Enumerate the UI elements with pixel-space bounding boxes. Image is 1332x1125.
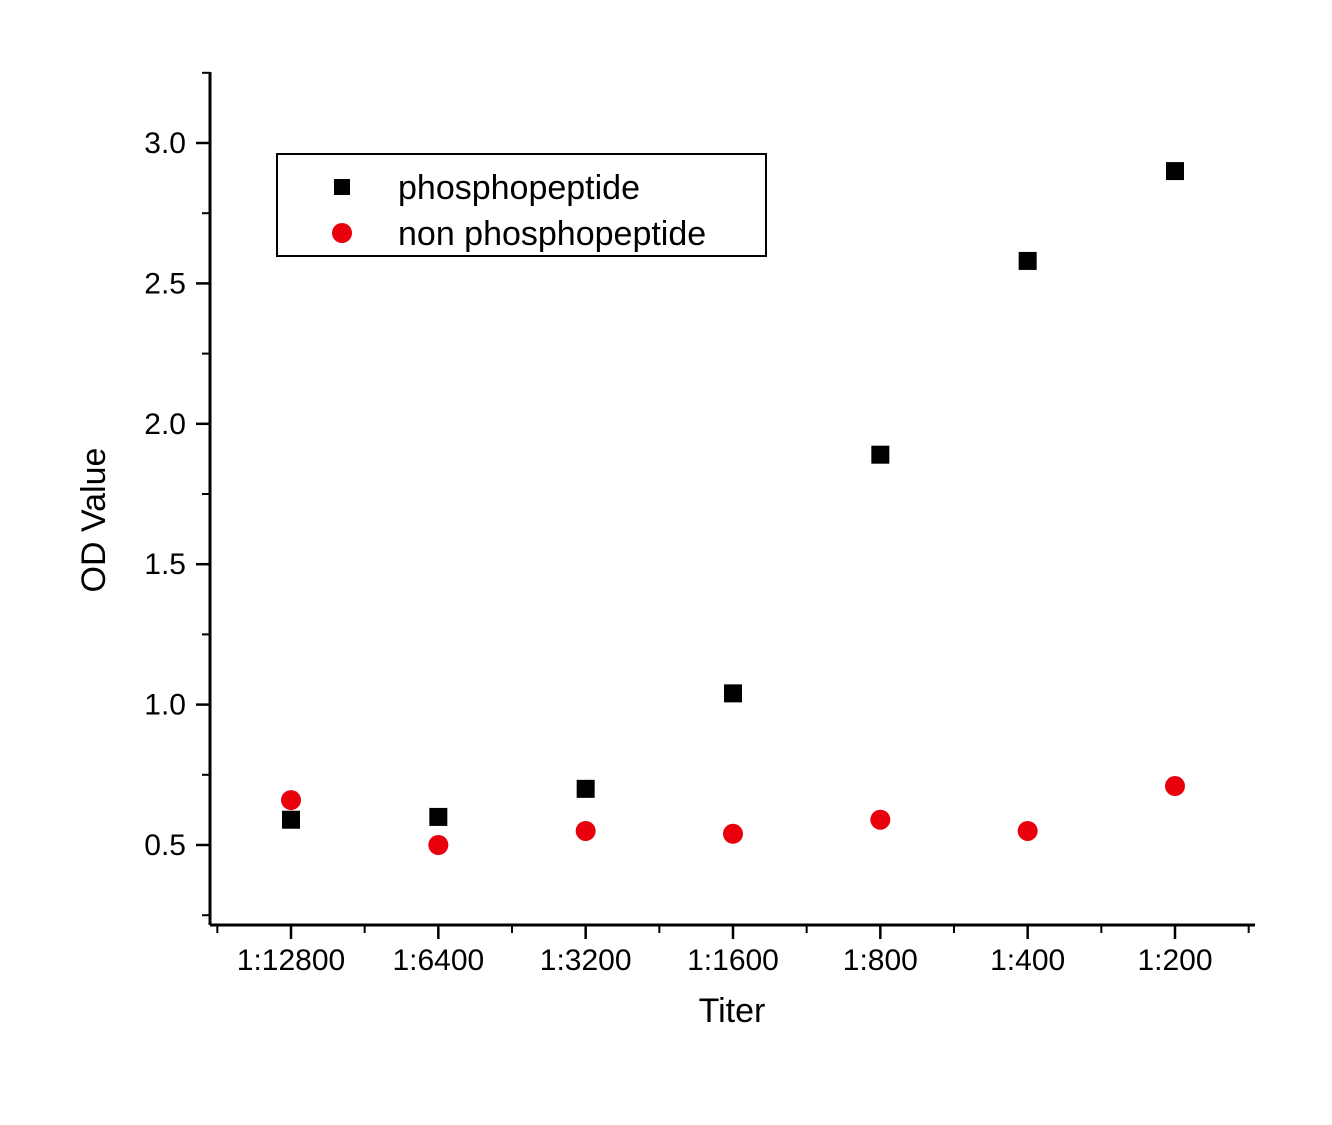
x-tick-label: 1:400 <box>990 944 1065 977</box>
legend-box <box>276 153 767 257</box>
data-point-phosphopeptide <box>282 810 300 829</box>
data-point-non-phosphopeptide <box>722 823 743 844</box>
y-tick-label: 0.5 <box>144 829 186 862</box>
legend-label-non-phosphopeptide: non phosphopeptide <box>398 215 706 253</box>
y-tick-label: 3.0 <box>144 127 186 160</box>
data-point-phosphopeptide <box>576 779 595 798</box>
data-point-phosphopeptide <box>1018 251 1037 270</box>
data-point-non-phosphopeptide <box>1164 776 1185 797</box>
data-point-phosphopeptide <box>871 445 890 464</box>
data-point-non-phosphopeptide <box>575 820 596 841</box>
y-tick-label: 1.0 <box>144 689 186 722</box>
legend-marker-non-phosphopeptide-icon <box>332 223 352 243</box>
x-tick-label: 1:3200 <box>540 944 632 977</box>
y-tick-label: 1.5 <box>144 548 186 581</box>
legend-marker-phosphopeptide-icon <box>334 179 350 195</box>
y-axis-title: OD Value <box>75 448 113 593</box>
data-point-phosphopeptide <box>1165 162 1184 181</box>
x-tick-label: 1:1600 <box>687 944 779 977</box>
legend: phosphopeptide non phosphopeptide <box>276 153 767 257</box>
y-tick-label: 2.0 <box>144 408 186 441</box>
data-point-non-phosphopeptide <box>428 835 449 855</box>
data-point-phosphopeptide <box>723 684 742 703</box>
y-tick-label: 2.5 <box>144 267 186 300</box>
x-tick-label: 1:200 <box>1137 944 1212 977</box>
data-point-non-phosphopeptide <box>870 809 891 830</box>
x-tick-label: 1:6400 <box>392 944 484 977</box>
x-axis-title: Titer <box>699 992 766 1030</box>
x-tick-label: 1:12800 <box>237 944 345 977</box>
x-tick-label: 1:800 <box>843 944 918 977</box>
data-point-non-phosphopeptide <box>281 790 301 811</box>
plot-content: 0.5 1.0 1.5 2.0 2.5 3.0 1:12800 1:6400 1:3200 1:1… <box>144 71 1250 977</box>
legend-label-phosphopeptide: phosphopeptide <box>398 169 640 207</box>
data-point-non-phosphopeptide <box>1017 820 1038 841</box>
data-point-phosphopeptide <box>429 807 448 826</box>
